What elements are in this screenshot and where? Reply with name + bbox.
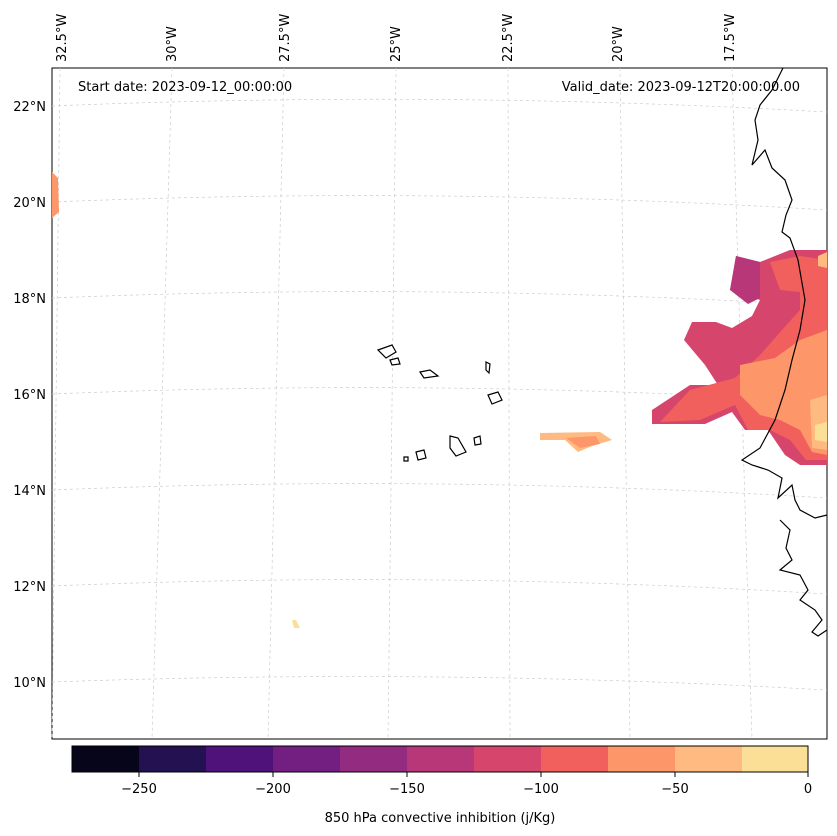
- island-maio: [473, 435, 482, 446]
- cin-patch-east-purple: [730, 256, 760, 304]
- lat-label-16n: 16°N: [13, 388, 46, 403]
- island-brava: [403, 456, 409, 462]
- lon-label-30w: 30°W: [165, 26, 180, 62]
- island-santo-antao: [376, 344, 397, 359]
- lon-label-25w: 25°W: [389, 26, 404, 62]
- cin-contours: [52, 172, 827, 628]
- coastlines: [376, 67, 828, 637]
- cin-patch-east-yellow-north: [818, 252, 827, 268]
- colorbar-segment: [273, 746, 340, 772]
- colorbar-segment: [675, 746, 742, 772]
- cin-patch-northwest-edge: [52, 172, 59, 218]
- island-boa-vista: [487, 391, 503, 405]
- colorbar-tick-label: −100: [523, 782, 559, 797]
- colorbar-tick-label: −200: [255, 782, 291, 797]
- island-santiago: [449, 435, 467, 457]
- island-sao-nicolau: [419, 369, 440, 379]
- colorbar-tick-label: −250: [121, 782, 157, 797]
- colorbar-segment: [474, 746, 541, 772]
- lat-label-12n: 12°N: [13, 580, 46, 595]
- cin-patch-south-dot: [292, 620, 300, 628]
- lat-label-20n: 20°N: [13, 196, 46, 211]
- island-sal: [485, 361, 491, 375]
- colorbar-outline: [71, 745, 809, 773]
- lon-label-22-5w: 22.5°W: [501, 14, 516, 62]
- lon-label-32-5w: 32.5°W: [55, 14, 70, 62]
- graticule: [51, 67, 828, 740]
- lon-label-17-5w: 17.5°W: [723, 14, 738, 62]
- colorbar-tick-label: −50: [661, 782, 688, 797]
- colorbar-segment: [206, 746, 273, 772]
- island-fogo: [415, 449, 427, 461]
- cin-patch-central-small: [566, 436, 600, 448]
- lat-label-18n: 18°N: [13, 292, 46, 307]
- lon-label-20w: 20°W: [611, 26, 626, 62]
- colorbar-segment: [608, 746, 675, 772]
- colorbar-segment: [407, 746, 474, 772]
- valid-date-label: Valid_date: 2023-09-12T20:00:00.00: [562, 80, 800, 95]
- lat-label-10n: 10°N: [13, 676, 46, 691]
- colorbar-title: 850 hPa convective inhibition (j/Kg): [325, 811, 556, 826]
- colorbar-tick-label: −150: [389, 782, 425, 797]
- colorbar-tick-label: 0: [804, 782, 812, 797]
- island-sao-vicente: [389, 357, 401, 366]
- lat-label-22n: 22°N: [13, 100, 46, 115]
- colorbar-segment: [541, 746, 608, 772]
- colorbar-segment: [742, 746, 808, 772]
- colorbar-segment: [340, 746, 407, 772]
- lon-label-27-5w: 27.5°W: [278, 14, 293, 62]
- cin-patch-east-yellow: [815, 422, 827, 442]
- cin-patch-east-peach: [810, 395, 827, 450]
- africa-coastline: [740, 67, 828, 637]
- cin-patch-east-orange: [740, 330, 827, 455]
- colorbar-segment: [139, 746, 206, 772]
- lat-label-14n: 14°N: [13, 484, 46, 499]
- colorbar: −250 −200 −150 −100 −50 0 850 hPa convec…: [71, 745, 812, 826]
- start-date-label: Start date: 2023-09-12_00:00:00: [78, 80, 292, 95]
- colorbar-segment: [72, 746, 139, 772]
